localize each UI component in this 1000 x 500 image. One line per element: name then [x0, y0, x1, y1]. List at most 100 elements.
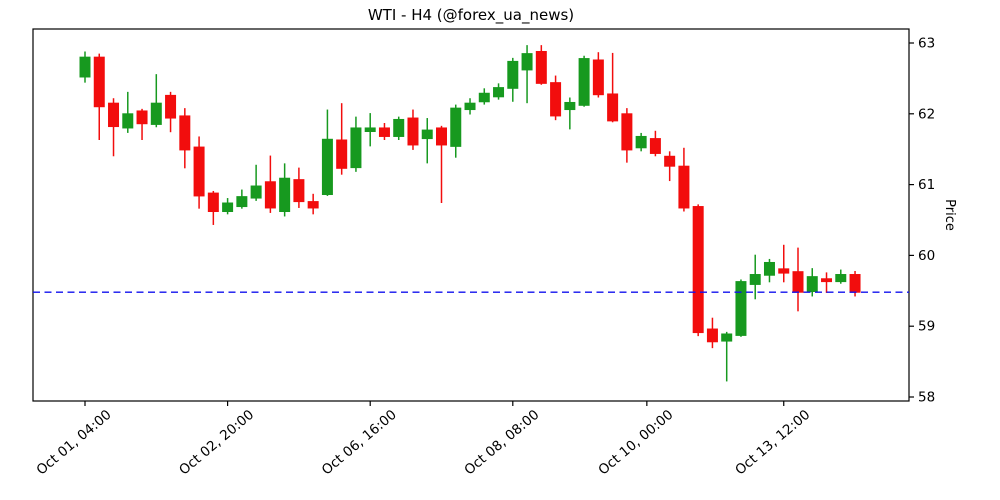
candle [179, 108, 191, 169]
candle-body [550, 82, 562, 117]
candle [421, 118, 433, 164]
candle [649, 130, 661, 157]
candle-body [706, 328, 718, 343]
candle [749, 254, 761, 300]
candle-body [635, 135, 647, 149]
candle-body [193, 146, 205, 197]
y-axis-label: Price [942, 199, 957, 231]
candle-body [307, 201, 319, 209]
candle-body [93, 56, 105, 108]
candle-body [293, 179, 305, 203]
candle-body [336, 139, 348, 169]
candle [165, 91, 177, 133]
candle-body [150, 102, 162, 125]
candle-body [108, 102, 120, 128]
x-tick-label: Oct 10, 00:00 [595, 407, 676, 479]
candle-body [564, 101, 576, 111]
candle-body [535, 50, 547, 84]
candle [521, 45, 533, 104]
candle-body [279, 177, 291, 213]
candle-body [165, 94, 177, 119]
candle [806, 268, 818, 297]
candle [835, 269, 847, 284]
candle-body [521, 53, 533, 71]
candle-body [393, 118, 405, 137]
candle [678, 147, 690, 212]
candle [821, 272, 833, 293]
candle-body [607, 93, 619, 122]
candle [763, 258, 775, 283]
candle-body [735, 281, 747, 336]
x-tick-label: Oct 02, 20:00 [176, 407, 257, 479]
candle [336, 103, 348, 175]
candle-body [664, 155, 676, 167]
candle-body [436, 127, 447, 146]
candle [250, 164, 262, 201]
candle-body [122, 113, 134, 129]
y-tick-label: 60 [918, 248, 935, 264]
candle [607, 52, 619, 123]
candle-body [493, 87, 505, 98]
candle [207, 190, 219, 225]
candle [721, 331, 733, 382]
candle [464, 98, 476, 115]
x-tick-label: Oct 13, 12:00 [732, 407, 813, 479]
candle-body [79, 56, 91, 78]
candle-body [464, 102, 476, 111]
candle [436, 125, 447, 204]
candle [621, 108, 633, 163]
y-tick-label: 59 [918, 319, 935, 335]
candle [236, 189, 248, 209]
candle-body [721, 333, 733, 342]
candle [692, 204, 704, 337]
candle [478, 88, 490, 105]
candle-body [179, 115, 191, 151]
candle [550, 75, 562, 121]
candle [350, 116, 362, 172]
candle [535, 45, 547, 85]
candle-body [678, 165, 690, 209]
candle [507, 57, 519, 102]
chart-title: WTI - H4 (@forex_ua_news) [368, 6, 574, 25]
candle-body [136, 110, 148, 125]
candle-body [649, 138, 661, 154]
candle-body [250, 185, 262, 199]
candle [493, 83, 505, 100]
candle-body [806, 276, 818, 293]
candle-body [592, 59, 604, 96]
candle-body [421, 129, 433, 140]
candle-body [264, 181, 276, 209]
candle [79, 51, 91, 83]
candle [578, 55, 590, 107]
candle-body [821, 278, 833, 283]
y-tick-label: 63 [918, 36, 935, 52]
candle [279, 163, 291, 217]
candle [393, 116, 405, 140]
candle [136, 108, 148, 140]
x-tick-label: Oct 01, 04:00 [34, 407, 115, 479]
candle-body [763, 261, 775, 276]
candle [193, 136, 205, 209]
candle-body [478, 92, 490, 103]
candle [635, 132, 647, 152]
candle-body [350, 127, 362, 169]
candle-body [578, 58, 590, 106]
candle [364, 113, 376, 147]
candle [264, 155, 276, 213]
candle-body [849, 274, 861, 293]
candle [407, 109, 419, 150]
x-tick-label: Oct 06, 16:00 [319, 407, 400, 479]
candle [450, 104, 462, 158]
y-tick-label: 62 [918, 106, 935, 122]
candle-body [792, 271, 804, 293]
candle-body [450, 107, 462, 147]
candle-body [321, 138, 333, 196]
candle [378, 123, 390, 140]
candle [564, 97, 576, 130]
candle [122, 91, 134, 133]
candle-body [364, 127, 376, 132]
candle [307, 193, 319, 215]
candle-body [778, 268, 790, 274]
